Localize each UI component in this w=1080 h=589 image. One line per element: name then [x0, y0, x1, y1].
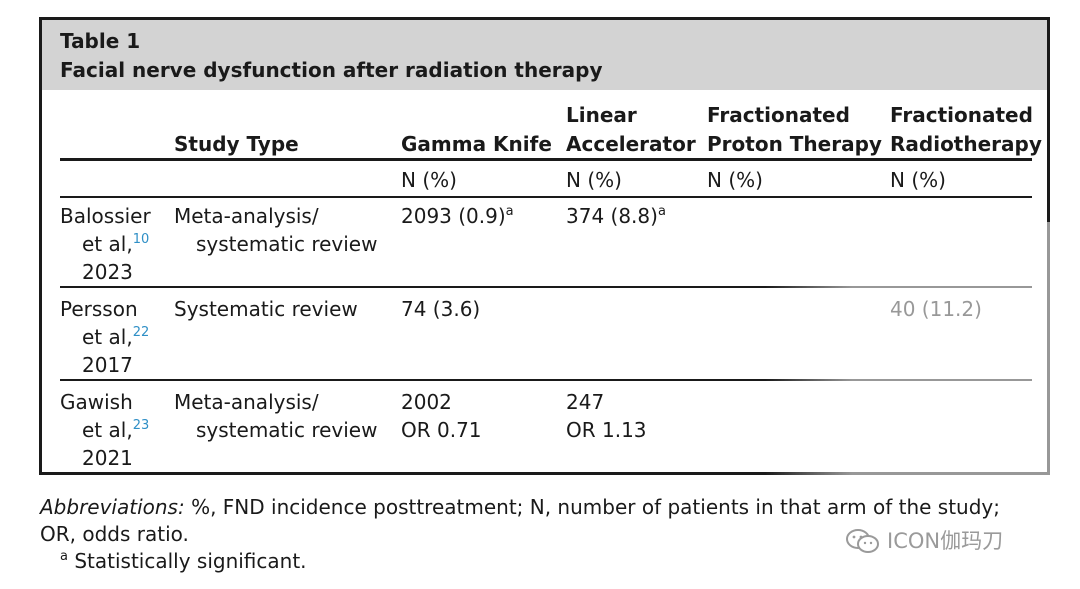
- abbrev-text: %, FND incidence posttreatment; N, numbe…: [184, 495, 1000, 519]
- row3-ref-link[interactable]: 23: [132, 418, 150, 433]
- row1-year: 2023: [82, 260, 133, 284]
- row1-type-line2: systematic review: [196, 232, 378, 256]
- table-row-balossier: Balossier et al,10 2023: [60, 202, 151, 286]
- row2-etal: et al,: [82, 325, 133, 349]
- footnote-abbreviations: Abbreviations: %, FND incidence posttrea…: [40, 494, 1000, 521]
- header-proton-therapy: Fractionated Proton Therapy: [707, 101, 882, 159]
- header-linac-line2: Accelerator: [566, 132, 696, 156]
- header-frt-line1: Fractionated: [890, 103, 1033, 127]
- row1-type-line1: Meta-analysis/: [174, 204, 319, 228]
- header-linear-accelerator: Linear Accelerator: [566, 101, 696, 159]
- row2-frt: 40 (11.2): [890, 297, 982, 321]
- row3-gamma: 2002 OR 0.71: [401, 388, 482, 444]
- row1-author: Balossier: [60, 204, 151, 228]
- row1-gamma-mark: a: [505, 204, 514, 219]
- table-number: Table 1: [60, 29, 141, 53]
- header-proton-line1: Fractionated: [707, 103, 850, 127]
- row3-gamma-n: 2002: [401, 390, 452, 414]
- header-rule: [60, 158, 1032, 161]
- row1-linac-mark: a: [657, 204, 666, 219]
- row2-year: 2017: [82, 353, 133, 377]
- unit-frt: N (%): [890, 168, 946, 192]
- unit-gamma: N (%): [401, 168, 457, 192]
- header-frt-line2: Radiotherapy: [890, 132, 1042, 156]
- row3-etal: et al,: [82, 418, 133, 442]
- row3-author: Gawish: [60, 390, 133, 414]
- row2-ref-link[interactable]: 22: [132, 325, 150, 340]
- row3-type-line2: systematic review: [196, 418, 378, 442]
- sig-text: Statistically significant.: [74, 549, 307, 573]
- table-row-persson: Persson et al,22 2017: [60, 295, 149, 379]
- row2-gamma: 74 (3.6): [401, 297, 481, 321]
- footnote-abbreviations-line2: OR, odds ratio.: [40, 522, 189, 546]
- row1-linac: 374 (8.8)a: [566, 202, 666, 230]
- table-title: Facial nerve dysfunction after radiation…: [60, 58, 603, 82]
- table-caption: Table 1 Facial nerve dysfunction after r…: [42, 20, 1047, 90]
- row2-author: Persson: [60, 297, 138, 321]
- watermark: ICON伽玛刀: [845, 526, 1003, 556]
- abbrev-label: Abbreviations:: [40, 495, 185, 519]
- row3-linac-n: 247: [566, 390, 605, 414]
- table-container: Table 1 Facial nerve dysfunction after r…: [39, 17, 1050, 475]
- row1-etal: et al,: [82, 232, 133, 256]
- row1-study-type: Meta-analysis/ systematic review: [174, 202, 377, 258]
- row1-ref-link[interactable]: 10: [132, 232, 150, 247]
- footnote-significance: a Statistically significant.: [60, 548, 307, 575]
- table-row-gawish: Gawish et al,23 2021: [60, 388, 149, 472]
- sig-mark: a: [60, 549, 68, 564]
- wechat-icon: [845, 528, 881, 554]
- header-fractionated-radiotherapy: Fractionated Radiotherapy: [890, 101, 1042, 159]
- row2-rule: [60, 379, 1032, 381]
- unit-proton: N (%): [707, 168, 763, 192]
- row1-gamma-value: 2093 (0.9): [401, 204, 506, 228]
- header-study-type: Study Type: [174, 132, 299, 156]
- header-gamma-knife: Gamma Knife: [401, 132, 552, 156]
- row1-linac-value: 374 (8.8): [566, 204, 658, 228]
- header-proton-line2: Proton Therapy: [707, 132, 882, 156]
- row3-gamma-or: OR 0.71: [401, 418, 482, 442]
- row1-rule: [60, 286, 1032, 288]
- header-linac-line1: Linear: [566, 103, 637, 127]
- row2-study-type: Systematic review: [174, 297, 358, 321]
- row3-linac: 247 OR 1.13: [566, 388, 647, 444]
- unit-linac: N (%): [566, 168, 622, 192]
- row3-study-type: Meta-analysis/ systematic review: [174, 388, 377, 444]
- watermark-text: ICON伽玛刀: [887, 529, 1004, 553]
- row3-linac-or: OR 1.13: [566, 418, 647, 442]
- row3-type-line1: Meta-analysis/: [174, 390, 319, 414]
- row3-year: 2021: [82, 446, 133, 470]
- row1-gamma: 2093 (0.9)a: [401, 202, 514, 230]
- units-rule: [60, 196, 1032, 198]
